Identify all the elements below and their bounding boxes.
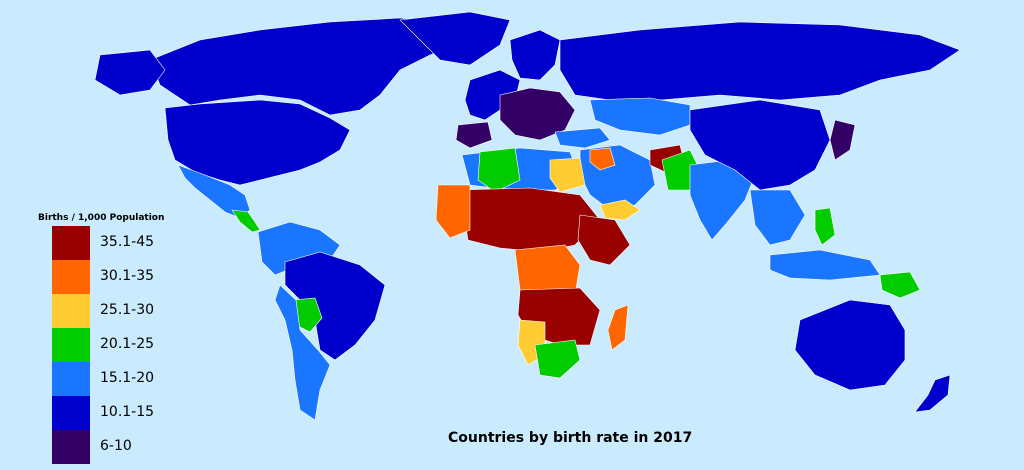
region-south-america-south — [274, 284, 331, 421]
region-turkey — [554, 127, 611, 149]
region-egypt — [549, 157, 586, 193]
legend-swatch — [52, 430, 90, 464]
region-usa — [164, 99, 351, 186]
region-central-europe — [499, 87, 576, 141]
region-west-coast — [435, 184, 471, 239]
map-title: Countries by birth rate in 2017 — [448, 430, 693, 446]
region-png — [879, 271, 921, 299]
legend-label: 25.1-30 — [100, 302, 155, 318]
legend-swatch — [52, 328, 90, 362]
region-sahel — [459, 187, 601, 253]
legend-label: 20.1-25 — [100, 336, 155, 352]
region-central-asia — [589, 97, 691, 136]
region-alaska — [94, 49, 166, 96]
region-south-africa — [534, 339, 581, 379]
region-brazil — [284, 251, 386, 361]
region-china — [689, 99, 831, 191]
region-central-america — [231, 209, 261, 233]
region-east-horn — [577, 214, 631, 266]
legend-swatch — [52, 226, 90, 260]
legend-title: Births / 1,000 Population — [38, 213, 165, 223]
region-greenland — [399, 11, 511, 66]
legend-label: 15.1-20 — [100, 370, 155, 386]
region-australia — [794, 299, 906, 391]
legend-label: 30.1-35 — [100, 268, 155, 284]
legend-swatch — [52, 294, 90, 328]
legend-label: 6-10 — [100, 438, 132, 454]
region-southeast-asia — [749, 189, 806, 246]
legend-swatch — [52, 396, 90, 430]
region-iraq — [589, 147, 616, 171]
region-new-zealand — [914, 374, 951, 413]
region-algeria — [477, 147, 521, 193]
legend-swatch — [52, 362, 90, 396]
legend-label: 10.1-15 — [100, 404, 155, 420]
region-madagascar — [607, 304, 629, 351]
region-scandinavia — [509, 29, 561, 81]
region-iberia — [455, 121, 493, 149]
region-japan — [829, 119, 856, 161]
legend-label: 35.1-45 — [100, 234, 155, 250]
region-indonesia — [769, 249, 881, 281]
legend-swatch — [52, 260, 90, 294]
region-russia — [559, 21, 961, 101]
region-philippines — [814, 207, 836, 246]
region-yemen-oman — [599, 199, 641, 221]
